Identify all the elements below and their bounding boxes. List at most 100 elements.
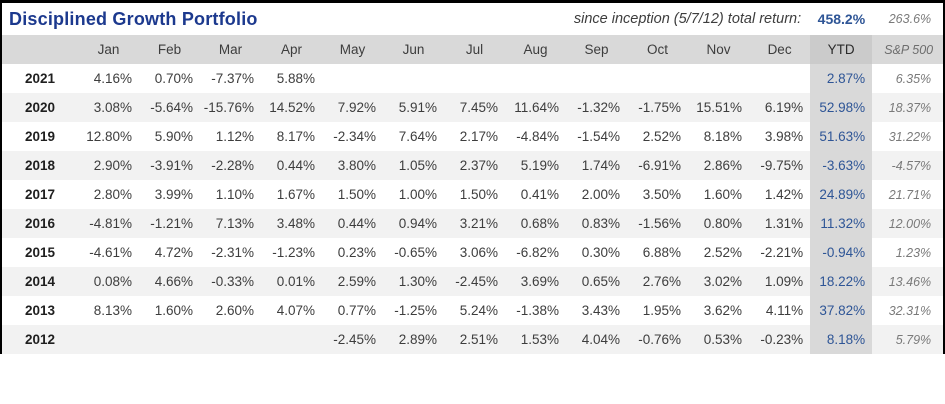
- monthly-return-cell: 2.89%: [383, 325, 444, 354]
- year-row-2020: 2020 3.08% -5.64% -15.76% 14.52% 7.92% 5.91% 7.…: [2, 93, 944, 122]
- monthly-return-cell: [749, 64, 811, 93]
- monthly-return-cell: 7.45%: [444, 93, 505, 122]
- page-title: Disciplined Growth Portfolio: [9, 8, 258, 29]
- monthly-return-cell: -6.82%: [505, 238, 566, 267]
- year-label: 2014: [2, 267, 78, 296]
- benchmark-total-return-value: 263.6%: [872, 3, 944, 35]
- monthly-return-cell: 1.00%: [383, 180, 444, 209]
- monthly-return-cell: 0.77%: [322, 296, 383, 325]
- column-header-ytd: YTD: [810, 35, 873, 64]
- monthly-return-cell: -4.81%: [78, 209, 139, 238]
- monthly-return-cell: 0.94%: [383, 209, 444, 238]
- benchmark-return-cell: 18.37%: [872, 93, 944, 122]
- monthly-return-cell: 7.92%: [322, 93, 383, 122]
- monthly-return-cell: -0.65%: [383, 238, 444, 267]
- monthly-return-cell: 11.64%: [505, 93, 566, 122]
- column-header-apr: Apr: [261, 35, 322, 64]
- monthly-return-cell: 3.08%: [78, 93, 139, 122]
- monthly-return-cell: 8.13%: [78, 296, 139, 325]
- ytd-return-cell: 37.82%: [810, 296, 873, 325]
- monthly-return-cell: 1.31%: [749, 209, 811, 238]
- benchmark-return-cell: 12.00%: [872, 209, 944, 238]
- monthly-return-cell: 0.41%: [505, 180, 566, 209]
- monthly-return-cell: [688, 64, 749, 93]
- monthly-return-cell: 0.01%: [261, 267, 322, 296]
- monthly-return-cell: 3.43%: [566, 296, 627, 325]
- monthly-return-cell: [261, 325, 322, 354]
- year-row-2014: 2014 0.08% 4.66% -0.33% 0.01% 2.59% 1.30% -2.45…: [2, 267, 944, 296]
- year-row-2018: 2018 2.90% -3.91% -2.28% 0.44% 3.80% 1.05% 2.37…: [2, 151, 944, 180]
- total-return-value: 458.2%: [810, 3, 873, 35]
- monthly-return-cell: 7.13%: [200, 209, 261, 238]
- ytd-return-cell: 52.98%: [810, 93, 873, 122]
- monthly-return-cell: -2.34%: [322, 122, 383, 151]
- year-label: 2015: [2, 238, 78, 267]
- monthly-return-cell: -1.21%: [139, 209, 200, 238]
- monthly-return-cell: 2.59%: [322, 267, 383, 296]
- monthly-return-cell: -1.23%: [261, 238, 322, 267]
- monthly-return-cell: 1.50%: [322, 180, 383, 209]
- monthly-return-cell: -4.84%: [505, 122, 566, 151]
- monthly-return-cell: 3.02%: [688, 267, 749, 296]
- monthly-return-cell: 1.60%: [139, 296, 200, 325]
- year-label: 2018: [2, 151, 78, 180]
- year-row-2017: 2017 2.80% 3.99% 1.10% 1.67% 1.50% 1.00% 1.50% 0…: [2, 180, 944, 209]
- monthly-return-cell: -2.45%: [322, 325, 383, 354]
- ytd-return-cell: -0.94%: [810, 238, 873, 267]
- benchmark-return-cell: 5.79%: [872, 325, 944, 354]
- monthly-return-cell: 6.19%: [749, 93, 811, 122]
- year-label: 2019: [2, 122, 78, 151]
- column-header-may: May: [322, 35, 383, 64]
- monthly-return-cell: 8.18%: [688, 122, 749, 151]
- monthly-return-cell: [444, 64, 505, 93]
- monthly-return-cell: 3.69%: [505, 267, 566, 296]
- monthly-return-cell: 1.30%: [383, 267, 444, 296]
- column-header-sep: Sep: [566, 35, 627, 64]
- monthly-return-cell: 3.80%: [322, 151, 383, 180]
- monthly-return-cell: -2.21%: [749, 238, 811, 267]
- monthly-return-cell: -3.91%: [139, 151, 200, 180]
- column-header-feb: Feb: [139, 35, 200, 64]
- monthly-return-cell: 4.11%: [749, 296, 811, 325]
- column-header-jan: Jan: [78, 35, 139, 64]
- monthly-return-cell: 5.19%: [505, 151, 566, 180]
- ytd-return-cell: 11.32%: [810, 209, 873, 238]
- monthly-return-cell: 1.42%: [749, 180, 811, 209]
- monthly-return-cell: 4.04%: [566, 325, 627, 354]
- monthly-return-cell: 14.52%: [261, 93, 322, 122]
- monthly-return-cell: 0.65%: [566, 267, 627, 296]
- benchmark-return-cell: 6.35%: [872, 64, 944, 93]
- year-row-2015: 2015 -4.61% 4.72% -2.31% -1.23% 0.23% -0.65% 3.…: [2, 238, 944, 267]
- monthly-return-cell: 1.10%: [200, 180, 261, 209]
- monthly-return-cell: 3.99%: [139, 180, 200, 209]
- monthly-return-cell: 5.24%: [444, 296, 505, 325]
- ytd-return-cell: 2.87%: [810, 64, 873, 93]
- monthly-return-cell: 0.30%: [566, 238, 627, 267]
- monthly-return-cell: -9.75%: [749, 151, 811, 180]
- monthly-return-cell: 0.68%: [505, 209, 566, 238]
- monthly-return-cell: 0.53%: [688, 325, 749, 354]
- monthly-return-cell: [78, 325, 139, 354]
- monthly-return-cell: [200, 325, 261, 354]
- year-column-header: [2, 35, 78, 64]
- year-label: 2017: [2, 180, 78, 209]
- monthly-return-cell: 0.44%: [261, 151, 322, 180]
- monthly-return-cell: 4.07%: [261, 296, 322, 325]
- title-row: Disciplined Growth Portfolio since incep…: [2, 3, 944, 35]
- monthly-return-cell: 2.76%: [627, 267, 688, 296]
- monthly-return-cell: 2.90%: [78, 151, 139, 180]
- monthly-return-cell: 1.60%: [688, 180, 749, 209]
- monthly-returns-table: Disciplined Growth Portfolio since incep…: [2, 3, 944, 354]
- monthly-return-cell: [627, 64, 688, 93]
- monthly-return-cell: 2.37%: [444, 151, 505, 180]
- monthly-return-cell: [383, 64, 444, 93]
- monthly-return-cell: -2.31%: [200, 238, 261, 267]
- monthly-return-cell: 5.88%: [261, 64, 322, 93]
- monthly-return-cell: 1.95%: [627, 296, 688, 325]
- monthly-return-cell: -1.38%: [505, 296, 566, 325]
- monthly-return-cell: 3.98%: [749, 122, 811, 151]
- monthly-return-cell: 1.74%: [566, 151, 627, 180]
- monthly-return-cell: 5.91%: [383, 93, 444, 122]
- monthly-return-cell: 2.52%: [688, 238, 749, 267]
